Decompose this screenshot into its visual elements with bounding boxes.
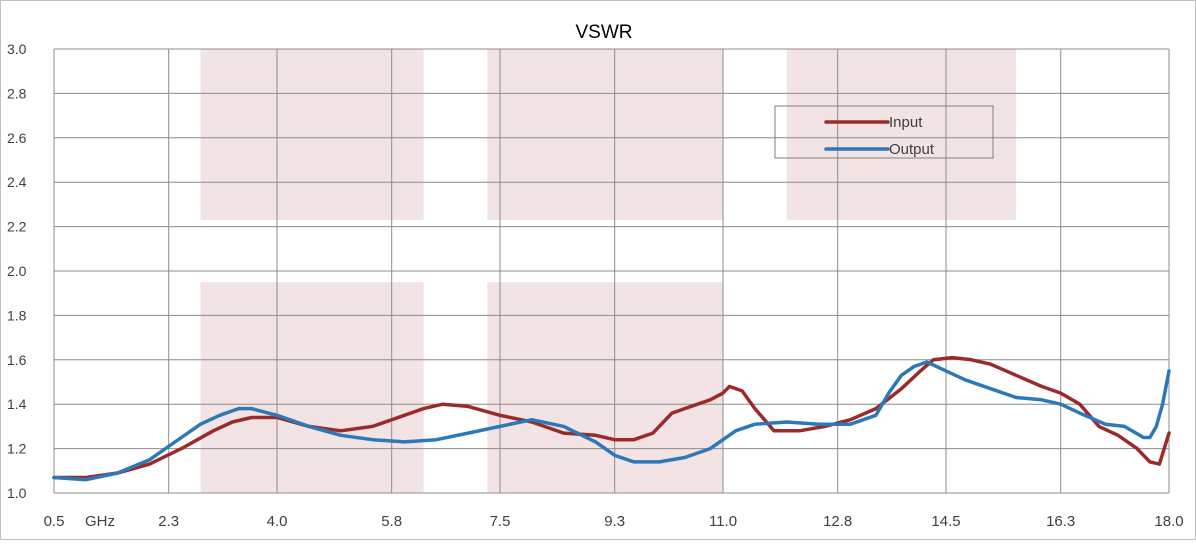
- x-axis-unit-label: GHz: [85, 513, 115, 530]
- x-tick-label: 2.3: [158, 513, 179, 530]
- background-band-4: [487, 282, 723, 493]
- background-bands: [200, 49, 1017, 493]
- x-tick-label: 7.5: [490, 513, 511, 530]
- y-tick-label: 1.0: [7, 485, 27, 501]
- x-tick-label: 0.5: [44, 513, 65, 530]
- y-tick-label: 2.8: [7, 85, 27, 101]
- y-tick-label: 1.2: [7, 441, 27, 457]
- grid-lines: [53, 48, 1170, 494]
- background-band-1: [200, 49, 424, 220]
- y-tick-label: 3.0: [7, 41, 27, 57]
- x-tick-label: 14.5: [931, 513, 960, 530]
- x-tick-label: 9.3: [604, 513, 625, 530]
- y-tick-label: 1.8: [7, 307, 27, 323]
- legend-box: [774, 105, 994, 159]
- background-band-5: [786, 49, 1017, 220]
- y-tick-label: 2.2: [7, 219, 27, 235]
- y-tick-label: 2.6: [7, 130, 27, 146]
- background-band-2: [200, 282, 424, 493]
- background-band-3: [487, 49, 723, 220]
- y-tick-label: 2.4: [7, 174, 27, 190]
- x-tick-label: 4.0: [267, 513, 288, 530]
- x-tick-label: 16.3: [1046, 513, 1075, 530]
- x-tick-label: 11.0: [709, 513, 737, 530]
- y-tick-label: 1.4: [7, 396, 27, 412]
- x-tick-label: 18.0: [1154, 513, 1183, 530]
- y-tick-label: 2.0: [7, 263, 27, 279]
- x-axis-tick-labels: 0.5 2.3 4.0 5.8 7.5 9.3 11.0 12.8 14.5 16.3 18.0: [44, 513, 1184, 530]
- legend-label-output: Output: [889, 141, 935, 158]
- legend-label-input: Input: [889, 114, 923, 131]
- chart-title: VSWR: [576, 22, 633, 43]
- x-tick-label: 12.8: [823, 513, 852, 530]
- x-tick-label: 5.8: [381, 513, 402, 530]
- series-line-output: [52, 360, 1171, 482]
- y-axis-tick-labels: 1.0 1.2 1.4 1.6 1.8 2.0 2.2 2.4 2.6 2.8 3.0: [7, 41, 27, 501]
- series-lines: [52, 355, 1171, 482]
- legend: Input Output: [774, 105, 994, 159]
- y-tick-label: 1.6: [7, 352, 27, 368]
